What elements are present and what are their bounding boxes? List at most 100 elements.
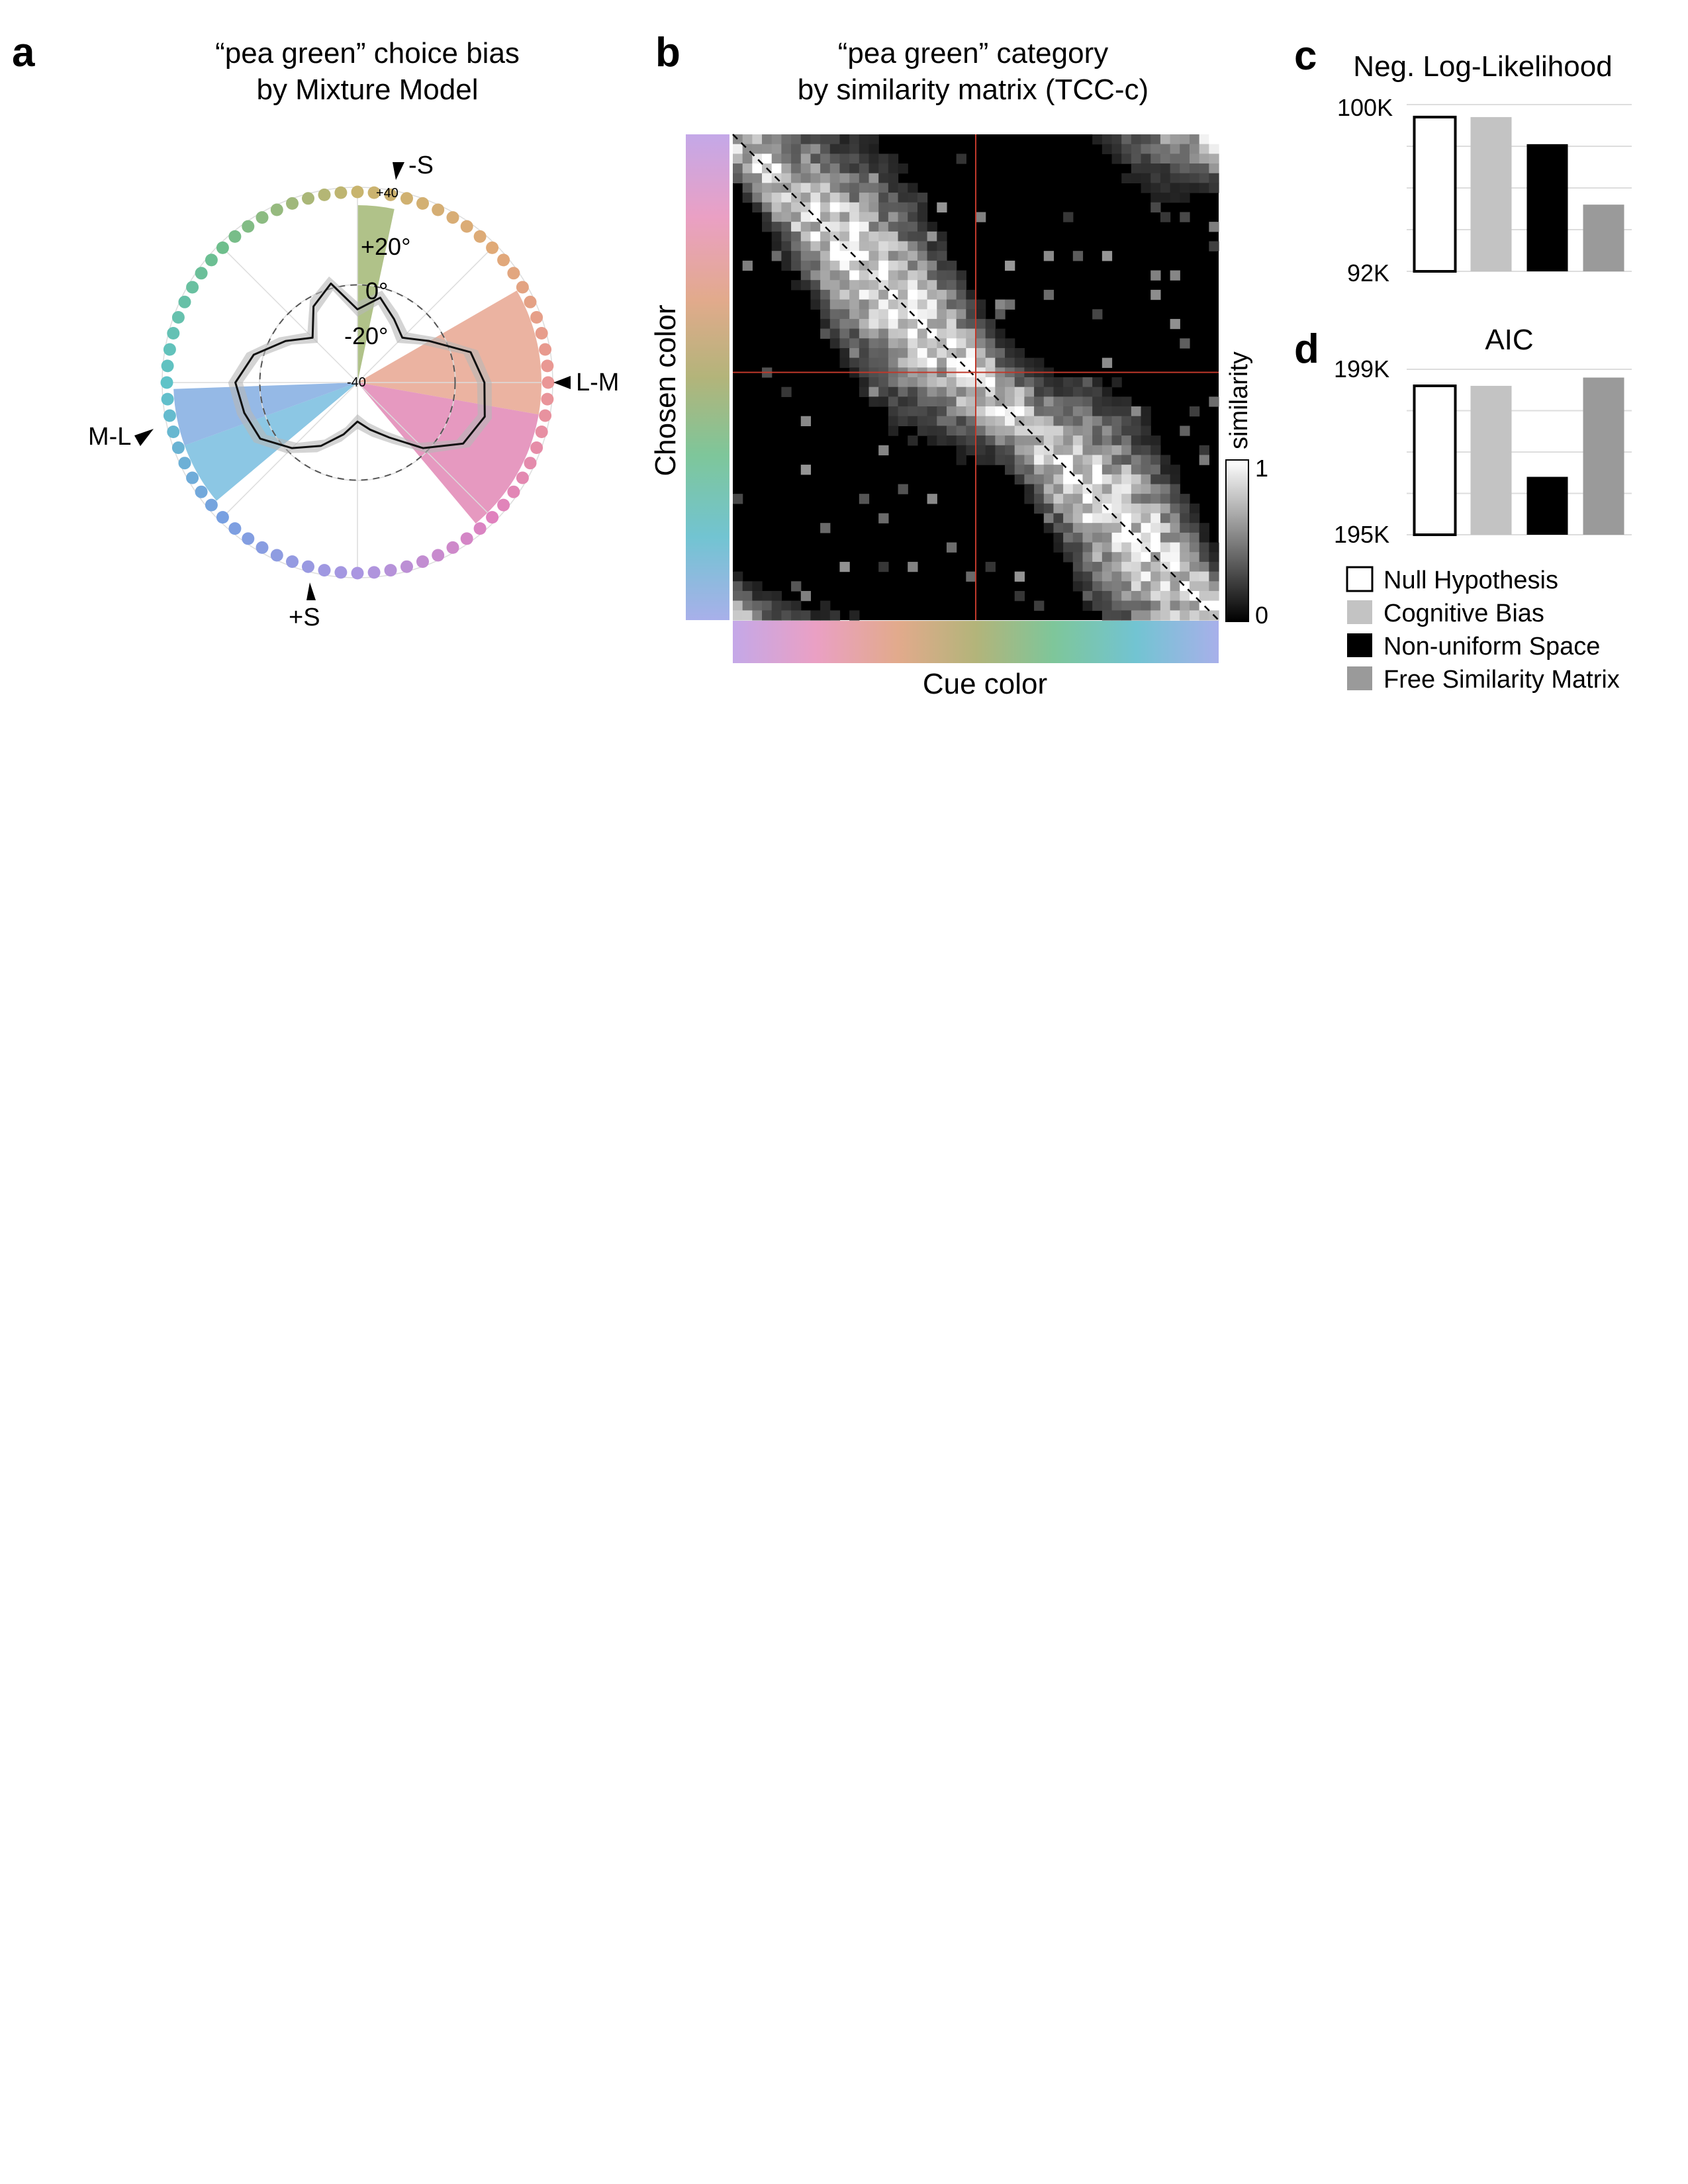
heatmap-cell xyxy=(781,610,792,621)
heatmap-cell xyxy=(927,494,937,504)
heatmap-cell xyxy=(1189,600,1200,611)
hue-dot xyxy=(460,532,473,545)
heatmap-cell xyxy=(1043,396,1055,407)
heatmap-cell xyxy=(1072,435,1084,446)
heatmap-cell xyxy=(917,396,928,407)
heatmap-cell xyxy=(1082,590,1093,602)
heatmap-cell xyxy=(820,212,831,222)
heatmap-cell xyxy=(1170,581,1180,592)
heatmap-cell xyxy=(859,357,870,368)
heatmap-cell xyxy=(820,241,831,251)
heatmap-cell xyxy=(985,357,996,368)
heatmap-cell xyxy=(1199,163,1209,174)
hue-dot xyxy=(318,564,331,577)
heatmap-cell xyxy=(1082,581,1093,592)
heatmap-cell xyxy=(1072,571,1084,582)
heatmap-cell xyxy=(1063,455,1074,465)
bias-confidence-band xyxy=(228,276,492,453)
heatmap-cell xyxy=(733,494,743,504)
heatmap-cell xyxy=(1170,318,1180,330)
heatmap-cell xyxy=(956,406,966,417)
heatmap-cell xyxy=(1121,406,1132,417)
heatmap-cell xyxy=(1170,532,1180,543)
heatmap-cell xyxy=(733,600,743,611)
heatmap-cell xyxy=(810,299,821,310)
hue-dot xyxy=(186,471,199,484)
hue-dot xyxy=(535,327,548,340)
heatmap-cell xyxy=(791,163,802,174)
heatmap-cell xyxy=(1199,144,1209,154)
heatmap-cell xyxy=(1053,484,1064,494)
heatmap-cell xyxy=(1082,552,1093,563)
heatmap-cell xyxy=(888,163,899,174)
heatmap-cell xyxy=(839,193,850,203)
heatmap-cell xyxy=(888,154,899,164)
heatmap-cell xyxy=(966,396,976,407)
heatmap-cell xyxy=(1121,144,1132,154)
heatmap-cell xyxy=(878,377,889,388)
heatmap-cell xyxy=(1111,590,1122,602)
heatmap-cell xyxy=(839,318,850,330)
heatmap-cell xyxy=(1199,610,1209,621)
heatmap-cell xyxy=(937,289,947,300)
hue-dot xyxy=(541,376,555,389)
heatmap-cell xyxy=(762,202,773,213)
heatmap-cell xyxy=(829,183,841,193)
heatmap-cell xyxy=(1131,542,1142,553)
heatmap-cell xyxy=(1034,494,1045,504)
legend: Null Hypothesis Cognitive Bias Non-unifo… xyxy=(1346,566,1620,694)
heatmap-cell xyxy=(908,202,918,213)
heatmap-cell xyxy=(859,251,870,261)
heatmap-cell xyxy=(849,183,860,193)
heatmap-cell xyxy=(820,318,831,330)
heatmap-cell xyxy=(1141,134,1151,145)
heatmap-cell xyxy=(1121,455,1132,465)
heatmap-cell xyxy=(868,309,879,320)
heatmap-cell xyxy=(742,600,753,611)
heatmap-cell xyxy=(1141,474,1151,485)
heatmap-cell xyxy=(1024,465,1035,475)
heatmap-cell xyxy=(1005,455,1015,465)
heatmap-cell xyxy=(868,260,879,271)
heatmap-cell xyxy=(1111,445,1122,456)
heatmap-cell xyxy=(849,289,860,300)
heatmap-cell xyxy=(888,338,899,349)
heatmap-cell xyxy=(829,202,841,213)
heatmap-cell xyxy=(1141,561,1151,572)
heatmap-cell xyxy=(1053,513,1064,523)
heatmap-cell xyxy=(966,571,976,582)
hue-dot xyxy=(195,267,208,280)
heatmap-cell xyxy=(946,357,957,368)
heatmap-cell xyxy=(1005,416,1015,426)
heatmap-cell xyxy=(1034,503,1045,514)
heatmap-cell xyxy=(1092,590,1103,602)
hue-dot xyxy=(432,203,445,216)
heatmap-cell xyxy=(878,347,889,359)
heatmap-cell xyxy=(849,193,860,203)
hue-dot xyxy=(351,567,364,580)
heatmap-cell xyxy=(1102,523,1113,533)
heatmap-cell xyxy=(742,610,753,621)
heatmap-cell xyxy=(937,426,947,436)
heatmap-cell xyxy=(781,387,792,397)
heatmap-cell xyxy=(1014,465,1025,475)
heatmap-cell xyxy=(1189,552,1200,563)
hue-dot xyxy=(535,426,548,438)
hue-dot xyxy=(367,566,381,579)
heatmap-cell xyxy=(1170,270,1180,281)
heatmap-cell xyxy=(1063,212,1074,222)
heatmap-cell xyxy=(1150,494,1161,504)
heatmap-cell xyxy=(839,270,850,281)
heatmap-cell xyxy=(1170,484,1180,494)
heatmap-cell xyxy=(1141,426,1151,436)
heatmap-cell xyxy=(762,144,773,154)
heatmap-cell xyxy=(878,338,889,349)
heatmap-cell xyxy=(908,561,918,572)
heatmap-cell xyxy=(1150,445,1161,456)
heatmap-cell xyxy=(1024,445,1035,456)
heatmap-cell xyxy=(771,241,782,251)
heatmap-cell xyxy=(868,338,879,349)
heatmap-cell xyxy=(810,251,821,261)
heatmap-cell xyxy=(985,328,996,339)
heatmap-cell xyxy=(1082,445,1093,456)
